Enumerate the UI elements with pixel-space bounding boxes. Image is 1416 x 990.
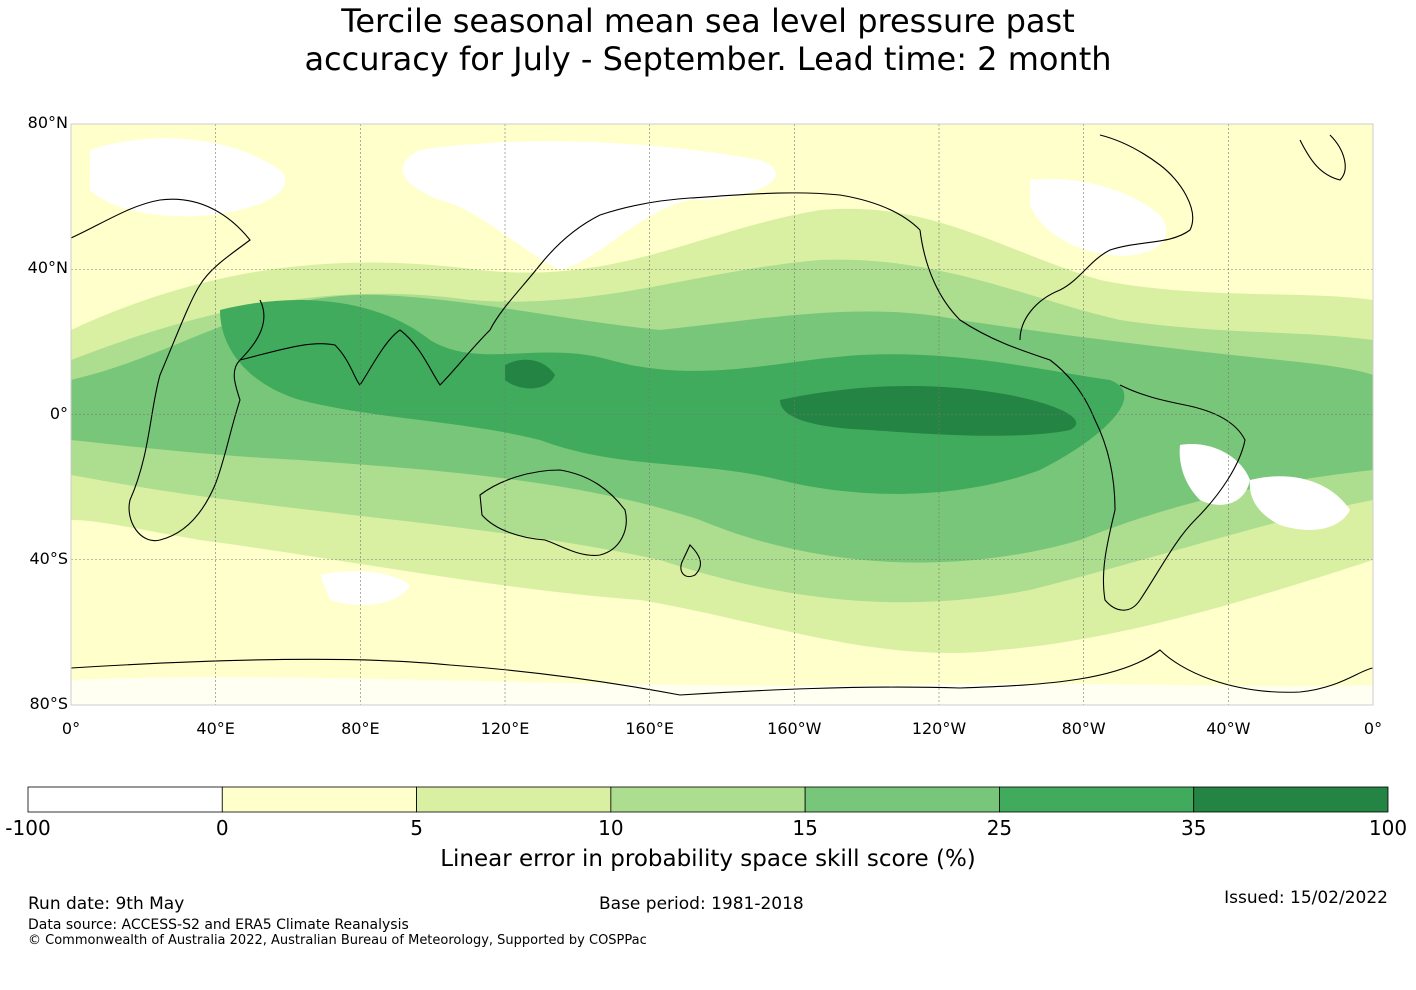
- coastline-greenland: [1299, 134, 1346, 181]
- coastline-antarctica: [71, 649, 1373, 696]
- negative-skill-north-america: [1030, 179, 1167, 256]
- colorbar-segment: [804, 786, 1000, 813]
- run-date: Run date: 9th May: [28, 894, 185, 914]
- coastline-australia: [479, 469, 627, 556]
- longitude-tick-label: 80°E: [341, 719, 380, 738]
- skill-band-35-100: [780, 385, 1077, 436]
- base-period: Base period: 1981-2018: [599, 894, 804, 914]
- copyright: © Commonwealth of Australia 2022, Austra…: [28, 933, 647, 948]
- colorbar-segment: [610, 786, 806, 813]
- colorbar-tick-label: 10: [598, 816, 624, 840]
- latitude-tick-label: 80°S: [29, 694, 68, 713]
- longitude-tick-label: 40°E: [196, 719, 235, 738]
- negative-skill-siberia: [402, 141, 776, 270]
- colorbar-tick-label: -100: [5, 816, 51, 840]
- latitude-tick-label: 0°: [49, 403, 68, 423]
- map-frame: [70, 123, 1374, 706]
- colorbar-segment: [27, 786, 223, 813]
- colorbar: [27, 786, 1389, 813]
- longitude-tick-label: 0°: [1363, 719, 1383, 738]
- latitude-tick-label: 40°N: [27, 258, 68, 278]
- colorbar-title: Linear error in probability space skill …: [440, 846, 976, 872]
- negative-skill-brazil: [1179, 444, 1250, 505]
- negative-skill-antarctica: [71, 677, 1373, 705]
- skill-band-35-100-west-pacific: [505, 359, 555, 389]
- longitude-tick-label: 80°W: [1061, 719, 1106, 738]
- latitude-tick-label: 40°S: [29, 548, 68, 568]
- coastline-africa-europe: [71, 198, 265, 542]
- coastlines: [71, 134, 1373, 696]
- coastline-asia: [239, 192, 921, 386]
- colorbar-tick-label: 15: [792, 816, 818, 840]
- coastline-north-america-east: [1019, 134, 1194, 341]
- longitude-tick-label: 120°E: [480, 719, 530, 738]
- colorbar-segment: [416, 786, 612, 813]
- longitude-tick-label: 0°: [61, 719, 81, 738]
- skill-band-25-35: [220, 300, 1125, 494]
- longitude-tick-label: 120°W: [911, 719, 967, 738]
- colorbar-tick-label: 100: [1368, 816, 1408, 840]
- colorbar-segment: [999, 786, 1195, 813]
- colorbar-tick-label: 35: [1180, 816, 1207, 840]
- longitude-tick-label: 160°E: [625, 719, 674, 738]
- skill-score-field: [71, 124, 1373, 705]
- negative-skill-south-indian: [320, 571, 410, 605]
- colorbar-segment: [221, 786, 417, 813]
- map-title: Tercile seasonal mean sea level pressure…: [0, 2, 1416, 78]
- negative-skill-south-atlantic: [1249, 476, 1350, 530]
- longitude-tick-label: 40°W: [1206, 719, 1251, 738]
- negative-skill-europe: [90, 138, 286, 217]
- longitude-tick-label: 160°W: [767, 719, 822, 738]
- colorbar-segment: [1193, 786, 1389, 813]
- latitude-tick-label: 80°N: [27, 113, 68, 132]
- map-title-line-1: Tercile seasonal mean sea level pressure…: [341, 2, 1075, 40]
- colorbar-tick-label: 25: [986, 816, 1013, 840]
- coastline-americas-west: [919, 229, 1246, 611]
- map-title-line-2: accuracy for July - September. Lead time…: [304, 40, 1112, 78]
- data-source: Data source: ACCESS-S2 and ERA5 Climate …: [28, 917, 409, 933]
- colorbar-tick-label: 0: [215, 816, 229, 840]
- colorbar-tick-label: 5: [410, 816, 423, 840]
- coastline-new-zealand: [680, 544, 701, 578]
- issued-date: Issued: 15/02/2022: [1224, 888, 1388, 908]
